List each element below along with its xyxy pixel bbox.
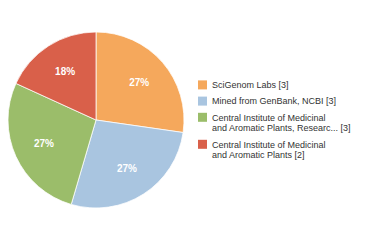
legend-label: Mined from GenBank, NCBI [3] (212, 96, 336, 106)
legend-label: SciGenom Labs [3] (212, 80, 289, 90)
data-label: 27% (129, 77, 149, 88)
legend: SciGenom Labs [3] Mined from GenBank, NCB… (198, 80, 351, 160)
data-label: 27% (34, 138, 54, 149)
data-label: 27% (117, 163, 137, 174)
data-label: 18% (55, 66, 75, 77)
pie-slice (16, 32, 96, 120)
legend-swatch (198, 140, 207, 149)
chart: 27% 27% 27% 18% SciGenom Labs [3] Mined from … (0, 0, 380, 240)
pie (8, 32, 184, 208)
legend-item: Central Institute of Medicinaland Aromat… (198, 140, 326, 161)
legend-swatch (198, 97, 207, 106)
legend-label: Central Institute of Medicinaland Aromat… (212, 113, 351, 134)
legend-item: SciGenom Labs [3] (198, 80, 289, 90)
legend-label: Central Institute of Medicinaland Aromat… (212, 140, 326, 161)
data-labels: 27% 27% 27% 18% (34, 66, 149, 173)
legend-item: Central Institute of Medicinaland Aromat… (198, 113, 351, 134)
pie-slice (96, 32, 184, 133)
legend-swatch (198, 113, 207, 122)
legend-swatch (198, 80, 207, 89)
legend-item: Mined from GenBank, NCBI [3] (198, 96, 336, 106)
